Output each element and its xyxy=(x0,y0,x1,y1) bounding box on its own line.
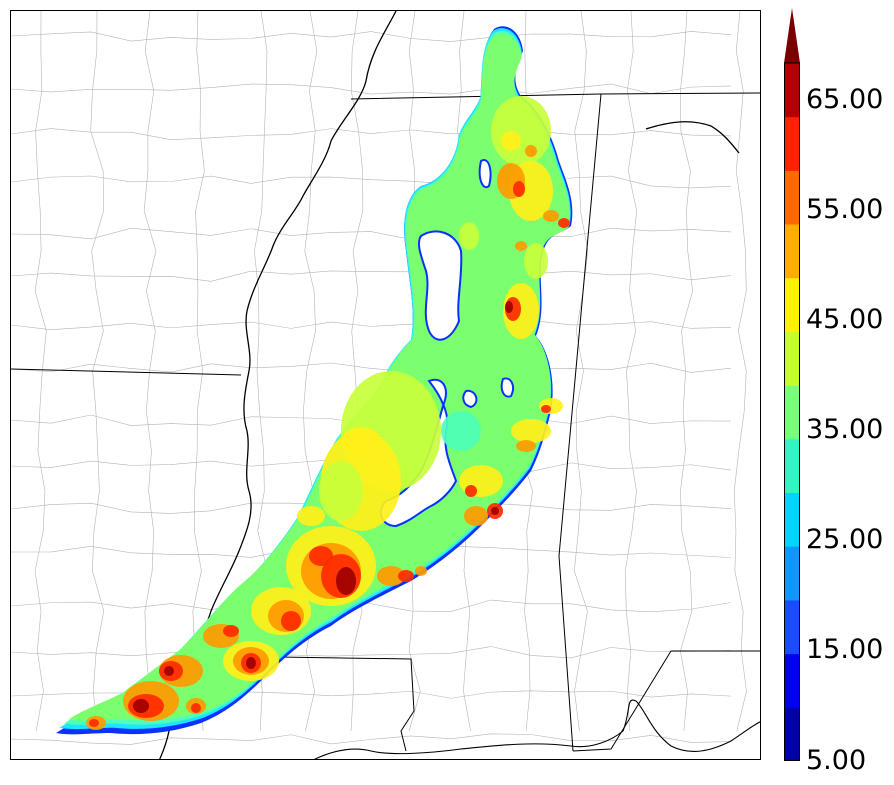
reflectivity-cell xyxy=(558,218,570,228)
county-line xyxy=(624,11,638,732)
state-border-al-fl xyxy=(572,650,760,752)
county-line xyxy=(11,319,732,330)
colorbar-segment xyxy=(784,277,800,332)
state-border-ms-louisiana xyxy=(210,655,415,752)
field-gap xyxy=(478,159,492,189)
county-line xyxy=(11,362,732,373)
gulf-coastline xyxy=(313,699,760,759)
county-line xyxy=(11,175,732,189)
field-green xyxy=(68,33,570,721)
reflectivity-cell xyxy=(505,301,513,313)
reflectivity-cell xyxy=(164,666,174,676)
colorbar-label-5: 5.00 xyxy=(806,745,867,776)
colorbar-segment xyxy=(784,546,800,601)
radar-map xyxy=(10,10,761,760)
colorbar-segment xyxy=(784,492,800,547)
county-line xyxy=(733,11,747,732)
reflectivity-cell xyxy=(513,181,525,197)
reflectivity-cell xyxy=(464,506,488,526)
reflectivity-cell xyxy=(398,570,414,582)
state-border-arkansas-louisiana xyxy=(11,368,242,376)
colorbar-label-55: 55.00 xyxy=(806,194,884,225)
colorbar-label-65: 65.00 xyxy=(806,84,884,115)
reflectivity-cell xyxy=(415,566,427,576)
field-gap xyxy=(462,389,478,409)
state-border-alabama-ms xyxy=(558,93,602,752)
colorbar-label-15: 15.00 xyxy=(806,634,884,665)
tennessee-river xyxy=(645,121,740,154)
reflectivity-cell xyxy=(133,699,149,713)
reflectivity-cell xyxy=(516,440,536,452)
field-gap xyxy=(500,377,514,398)
county-line xyxy=(11,270,732,282)
reflectivity-cell xyxy=(377,566,405,586)
county-line xyxy=(11,599,732,613)
county-line xyxy=(11,83,732,95)
colorbar-segment xyxy=(784,599,800,655)
reflectivity-cell xyxy=(281,611,301,631)
colorbar-label-45: 45.00 xyxy=(806,304,884,335)
reflectivity-cell xyxy=(491,507,499,515)
state-border-north xyxy=(350,92,760,100)
colorbar-extend-arrow xyxy=(784,8,800,63)
reflectivity-field xyxy=(56,26,573,735)
county-line xyxy=(573,11,589,732)
county-line xyxy=(680,11,693,732)
colorbar-segment xyxy=(784,707,800,761)
colorbar-segment xyxy=(784,331,800,386)
reflectivity-cell xyxy=(441,411,481,451)
reflectivity-cell xyxy=(89,719,99,727)
county-line xyxy=(11,31,732,42)
field-gap xyxy=(417,230,463,341)
reflectivity-cell xyxy=(541,405,551,413)
reflectivity-cell xyxy=(459,222,479,250)
reflectivity-cell xyxy=(491,96,551,166)
colorbar-label-25: 25.00 xyxy=(806,524,884,555)
reflectivity-cell xyxy=(297,506,325,526)
county-line xyxy=(11,128,732,141)
reflectivity-cell xyxy=(223,625,239,637)
colorbar-segment xyxy=(784,224,800,279)
county-line xyxy=(350,11,364,732)
colorbar-segment xyxy=(784,438,800,494)
reflectivity-cell xyxy=(524,243,548,279)
reflectivity-cell xyxy=(515,241,527,251)
reflectivity-cell xyxy=(319,461,363,521)
reflectivity-cell xyxy=(191,703,201,713)
state-boundaries xyxy=(11,92,760,752)
county-line xyxy=(11,646,732,659)
reflectivity-cell xyxy=(246,657,256,669)
reflectivity-cell xyxy=(501,131,521,151)
county-line xyxy=(11,227,732,240)
county-line xyxy=(192,11,205,732)
reflectivity-cell xyxy=(543,210,559,222)
colorbar xyxy=(784,8,800,761)
reflectivity-cell xyxy=(525,145,537,157)
reflectivity-cell xyxy=(309,546,333,566)
reflectivity-cell xyxy=(503,283,539,339)
colorbar-segment xyxy=(784,385,800,440)
colorbar-segment xyxy=(784,170,800,225)
county-line xyxy=(11,733,732,745)
colorbar-segment xyxy=(784,116,800,171)
colorbar-segment xyxy=(784,63,800,118)
county-line xyxy=(143,11,157,732)
map-svg xyxy=(11,11,760,759)
colorbar-outline xyxy=(784,62,800,761)
colorbar-segment xyxy=(784,653,800,708)
colorbar-label-35: 35.00 xyxy=(806,414,884,445)
reflectivity-cell xyxy=(336,567,356,595)
reflectivity-cell xyxy=(465,485,477,497)
reflectivity-cell xyxy=(341,427,381,455)
reflectivity-cell xyxy=(511,419,551,443)
